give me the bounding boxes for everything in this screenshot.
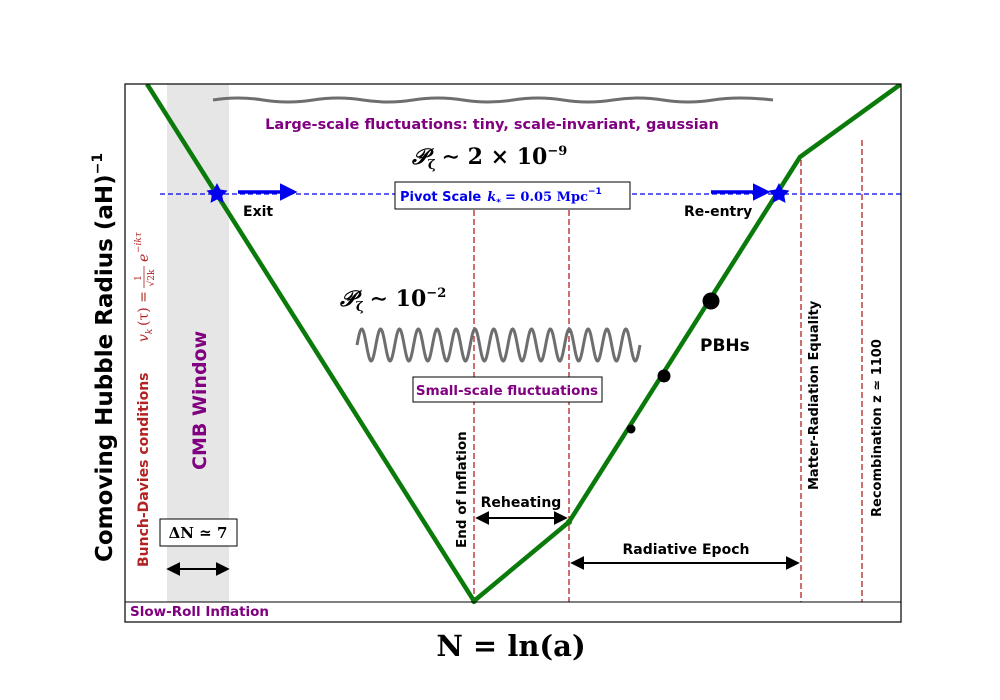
mode-function-label: vk (τ) = 1 √2k e −ikτ <box>134 231 157 342</box>
svg-text:vk: vk <box>136 329 155 342</box>
svg-text:(τ) =: (τ) = <box>136 291 152 326</box>
p-zeta-small-label: 𝒫ζ ∼ 10−2 <box>339 286 446 315</box>
recombination-label: Recombination z ≃ 1100 <box>870 339 885 517</box>
reentry-star <box>768 183 790 203</box>
curve-vertex-end-inflation <box>471 598 477 604</box>
curve-vertex-reheating <box>566 519 572 525</box>
delta-n-box <box>159 518 238 547</box>
small-scale-box <box>412 376 603 403</box>
radiative-epoch-label: Radiative Epoch <box>623 542 750 558</box>
exit-star <box>206 183 228 203</box>
cmb-window-band <box>167 84 229 602</box>
end-of-inflation-label: End of Inflation <box>454 431 470 548</box>
pivot-scale-label: Pivot Scale k* = 0.05 Mpc−1 <box>400 187 602 208</box>
svg-text:e: e <box>136 254 152 262</box>
pbh-dot-small <box>626 424 636 434</box>
svg-text:√2k: √2k <box>146 269 157 286</box>
slow-roll-label: Slow-Roll Inflation <box>130 604 269 620</box>
plot-frame <box>124 83 902 623</box>
pbh-dot-medium <box>657 369 671 383</box>
pivot-label-box <box>394 181 631 210</box>
matter-radiation-label: Matter-Radiation Equality <box>807 300 822 490</box>
svg-text:−ikτ: −ikτ <box>134 231 144 253</box>
reentry-label: Re-entry <box>684 204 752 220</box>
small-scale-label: Small-scale fluctuations <box>416 383 598 399</box>
x-axis-label: N = ln(a) <box>436 629 585 663</box>
large-scale-wave <box>212 96 774 104</box>
bunch-davies-label: Bunch-Davies conditions <box>136 373 152 568</box>
reheating-label: Reheating <box>481 495 562 511</box>
pbhs-label: PBHs <box>700 336 750 356</box>
y-axis-label: Comoving Hubble Radius (aH)−1 <box>90 153 118 562</box>
small-scale-wave <box>355 327 642 363</box>
svg-text:1: 1 <box>134 275 144 281</box>
pbh-dot-large <box>702 292 720 310</box>
p-zeta-large-label: 𝒫ζ ∼ 2 × 10−9 <box>411 144 567 173</box>
delta-n-label: ΔN ≃ 7 <box>169 524 228 542</box>
cmb-window-label: CMB Window <box>189 331 211 470</box>
exit-label: Exit <box>243 204 273 220</box>
large-scale-label: Large-scale fluctuations: tiny, scale-in… <box>265 117 719 133</box>
